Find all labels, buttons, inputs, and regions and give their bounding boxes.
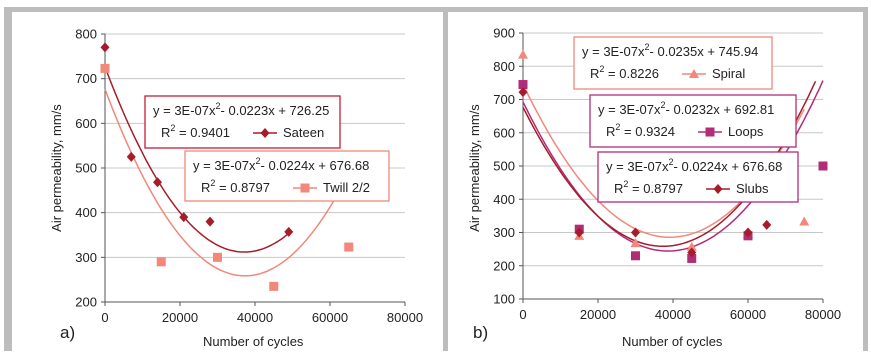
x-axis-label: Number of cycles bbox=[203, 334, 304, 349]
x-tick-label: 20000 bbox=[580, 307, 616, 322]
y-tick-label: 200 bbox=[75, 295, 97, 310]
y-tick-label: 800 bbox=[75, 27, 97, 42]
legend-label: Spiral bbox=[712, 66, 745, 81]
equation-box-border bbox=[184, 150, 390, 202]
y-tick-label: 800 bbox=[493, 59, 515, 74]
equation-box: y = 3E-07x2- 0.0224x + 676.68 R2 = 0.8797… bbox=[184, 150, 390, 202]
legend-marker bbox=[713, 184, 723, 194]
data-point-spiral bbox=[518, 49, 528, 59]
trend-line-sateen bbox=[104, 66, 290, 253]
frame-divider bbox=[443, 7, 448, 351]
data-point-sateen bbox=[179, 212, 189, 223]
x-tick-label: 80000 bbox=[805, 307, 841, 322]
data-point-spiral bbox=[630, 238, 641, 248]
equation-box-border bbox=[597, 151, 799, 203]
legend-marker bbox=[260, 128, 270, 138]
data-point-spiral bbox=[686, 241, 697, 251]
y-tick-label: 300 bbox=[493, 225, 515, 240]
y-tick-label: 600 bbox=[75, 116, 97, 131]
x-tick-label: 40000 bbox=[237, 310, 273, 325]
data-point-sateen bbox=[126, 151, 136, 162]
equation-box: y = 3E-07x2- 0.0224x + 676.68 R2 = 0.8797… bbox=[597, 151, 799, 203]
data-point-twill-2-2 bbox=[213, 252, 222, 262]
y-tick-label: 700 bbox=[75, 71, 97, 86]
r-squared-text: R2 = 0.8797 bbox=[614, 179, 683, 196]
panel-label: a) bbox=[60, 323, 75, 342]
data-point-slubs bbox=[631, 227, 640, 238]
legend-label: Slubs bbox=[736, 181, 769, 196]
y-tick-label: 100 bbox=[493, 292, 515, 307]
y-tick-label: 500 bbox=[75, 161, 97, 176]
x-tick-label: 80000 bbox=[387, 310, 423, 325]
panel-label: b) bbox=[473, 323, 488, 342]
equation-text: y = 3E-07x2- 0.0223x + 726.25 bbox=[153, 101, 329, 118]
r-squared-text: R2 = 0.9401 bbox=[161, 123, 230, 140]
frame-right bbox=[863, 7, 868, 351]
x-tick-label: 60000 bbox=[312, 310, 348, 325]
y-tick-label: 700 bbox=[493, 92, 515, 107]
r-squared-text: R2 = 0.8226 bbox=[590, 64, 659, 81]
data-point-sateen bbox=[100, 42, 110, 53]
trend-line-twill-2-2 bbox=[104, 88, 350, 277]
y-tick-label: 400 bbox=[75, 205, 97, 220]
equation-text: y = 3E-07x2- 0.0235x + 745.94 bbox=[582, 42, 758, 59]
legend-label: Loops bbox=[728, 124, 764, 139]
frame-left bbox=[4, 7, 12, 351]
data-point-twill-2-2 bbox=[344, 242, 354, 252]
data-point-loops bbox=[818, 161, 828, 171]
x-tick-label: 0 bbox=[101, 310, 108, 325]
data-point-slubs bbox=[743, 227, 753, 238]
x-tick-label: 60000 bbox=[730, 307, 766, 322]
y-axis-label: Air permeability, mm/s bbox=[49, 104, 64, 232]
x-tick-label: 0 bbox=[519, 307, 526, 322]
data-point-slubs bbox=[762, 219, 772, 230]
x-tick-label: 20000 bbox=[162, 310, 198, 325]
data-point-loops bbox=[687, 253, 697, 263]
y-tick-label: 300 bbox=[75, 250, 97, 265]
data-point-slubs bbox=[574, 227, 584, 238]
legend-marker bbox=[705, 127, 715, 137]
equation-text: y = 3E-07x2- 0.0232x + 692.81 bbox=[598, 100, 774, 117]
data-point-slubs bbox=[518, 87, 528, 98]
y-tick-label: 900 bbox=[493, 26, 515, 41]
frame-top bbox=[4, 7, 867, 12]
data-point-twill-2-2 bbox=[156, 257, 166, 267]
legend-marker bbox=[300, 183, 310, 193]
x-tick-label: 40000 bbox=[655, 307, 691, 322]
equation-box: y = 3E-07x2- 0.0232x + 692.81 R2 = 0.9324… bbox=[589, 94, 797, 148]
data-point-twill-2-2 bbox=[100, 63, 110, 73]
y-tick-label: 200 bbox=[493, 258, 515, 273]
data-point-sateen bbox=[284, 226, 294, 237]
data-point-sateen bbox=[205, 216, 215, 227]
equation-text: y = 3E-07x2- 0.0224x + 676.68 bbox=[193, 156, 369, 173]
equation-box-border bbox=[589, 94, 797, 148]
r-squared-text: R2 = 0.8797 bbox=[201, 178, 270, 195]
data-point-slubs bbox=[687, 247, 697, 258]
equation-box-border bbox=[573, 36, 773, 90]
x-axis-label: Number of cycles bbox=[622, 334, 723, 349]
equation-box-border bbox=[144, 95, 341, 149]
y-tick-label: 500 bbox=[493, 159, 515, 174]
legend-label: Sateen bbox=[283, 125, 324, 140]
equation-text: y = 3E-07x2- 0.0224x + 676.68 bbox=[606, 157, 782, 174]
y-tick-label: 400 bbox=[493, 192, 515, 207]
data-point-sateen bbox=[153, 177, 162, 188]
data-point-twill-2-2 bbox=[269, 281, 279, 291]
data-point-loops bbox=[631, 251, 640, 261]
equation-box: y = 3E-07x2- 0.0235x + 745.94 R2 = 0.8226… bbox=[573, 36, 773, 90]
data-point-loops bbox=[518, 80, 528, 90]
legend-marker bbox=[689, 69, 699, 78]
y-tick-label: 600 bbox=[493, 125, 515, 140]
r-squared-text: R2 = 0.9324 bbox=[606, 122, 675, 139]
chart-panel-b: 100 200 300 400 500 600 700 800 900 0 20000 40000 60… bbox=[467, 26, 841, 350]
legend-label: Twill 2/2 bbox=[323, 180, 370, 195]
chart-panel-a: 200 300 400 500 600 700 800 0 20000 40000 60000 800… bbox=[49, 27, 423, 350]
equation-box: y = 3E-07x2- 0.0223x + 726.25 R2 = 0.9401… bbox=[144, 95, 341, 149]
y-axis-label: Air permeability, mm/s bbox=[467, 104, 482, 232]
data-point-spiral bbox=[799, 216, 810, 226]
